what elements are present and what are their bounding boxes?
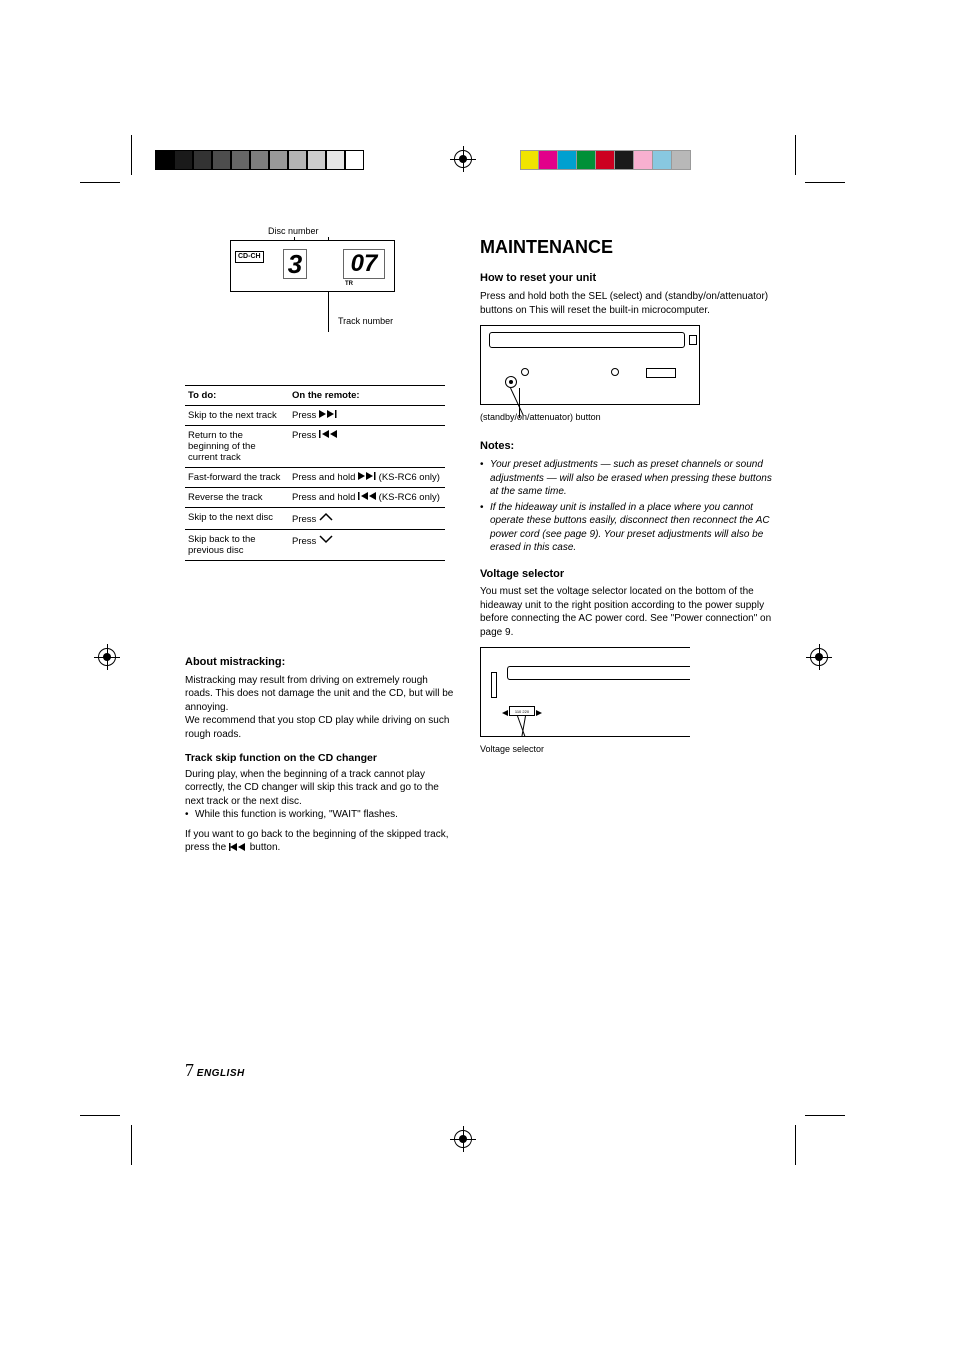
track-skip-bullet: While this function is working, "WAIT" f… xyxy=(185,808,455,822)
reset-title: How to reset your unit xyxy=(480,271,775,286)
table-row: Fast-forward the trackPress and hold (KS… xyxy=(185,468,445,488)
registration-mark-right xyxy=(810,648,828,666)
disc-number-caption: Disc number xyxy=(268,226,319,236)
page-footer: 7 ENGLISH xyxy=(185,1060,245,1081)
next-icon xyxy=(319,410,337,421)
table-row: Return to the beginning of the current t… xyxy=(185,426,445,468)
grayscale-bar xyxy=(155,150,364,170)
lcd-display-diagram: Disc number CD-CH 3 07 TR Track number xyxy=(230,240,430,292)
track-skip-title: Track skip function on the CD changer xyxy=(185,751,455,765)
table-row: Skip to the next discPress xyxy=(185,508,445,530)
up-icon xyxy=(319,514,333,525)
prev-icon xyxy=(229,843,247,851)
right-column: MAINTENANCE How to reset your unit Press… xyxy=(480,230,775,756)
reset-figure-caption: (standby/on/attenuator) button xyxy=(480,411,775,423)
left-column: About mistracking: Mistracking may resul… xyxy=(185,655,455,855)
table-row: Reverse the trackPress and hold (KS-RC6 … xyxy=(185,488,445,508)
operations-table: To do: On the remote: Skip to the next t… xyxy=(185,385,445,561)
language-label: ENGLISH xyxy=(197,1068,245,1079)
notes-title: Notes: xyxy=(480,439,775,454)
registration-mark-bottom xyxy=(454,1130,472,1148)
voltage-selector-body: You must set the voltage selector locate… xyxy=(480,585,775,639)
track-skip-p1: During play, when the beginning of a tra… xyxy=(185,768,455,809)
about-mistracking-title: About mistracking: xyxy=(185,655,455,670)
table-header-todo: To do: xyxy=(185,386,289,406)
track-number-caption: Track number xyxy=(338,316,393,326)
registration-mark-top xyxy=(454,150,472,168)
note-item: If the hideaway unit is installed in a p… xyxy=(490,502,770,554)
page-number: 7 xyxy=(185,1060,194,1080)
cdch-label: CD-CH xyxy=(235,251,264,263)
prev-icon xyxy=(358,492,376,503)
track-digits: 07 xyxy=(343,249,385,279)
voltage-selector-figure-caption: Voltage selector xyxy=(480,743,775,755)
reset-body: Press and hold both the SEL (select) and… xyxy=(480,290,775,317)
next-icon xyxy=(358,472,376,483)
table-row: Skip back to the previous discPress xyxy=(185,530,445,561)
registration-mark-left xyxy=(98,648,116,666)
table-row: Skip to the next trackPress xyxy=(185,406,445,426)
down-icon xyxy=(319,536,333,547)
prev-icon xyxy=(319,430,337,441)
tr-label: TR xyxy=(345,281,353,287)
voltage-selector-title: Voltage selector xyxy=(480,567,775,582)
about-mistracking-body: Mistracking may result from driving on e… xyxy=(185,674,455,742)
disc-digit: 3 xyxy=(283,249,307,279)
table-header-remote: On the remote: xyxy=(289,386,445,406)
note-item: Your preset adjustments — such as preset… xyxy=(490,459,772,497)
notes-list: Your preset adjustments — such as preset… xyxy=(480,458,775,555)
hideaway-unit-bottom-figure: 110 220 xyxy=(480,647,690,737)
track-skip-p2: If you want to go back to the beginning … xyxy=(185,828,455,855)
hideaway-unit-front-figure xyxy=(480,325,700,405)
maintenance-heading: MAINTENANCE xyxy=(480,230,775,259)
color-bar xyxy=(520,150,691,170)
